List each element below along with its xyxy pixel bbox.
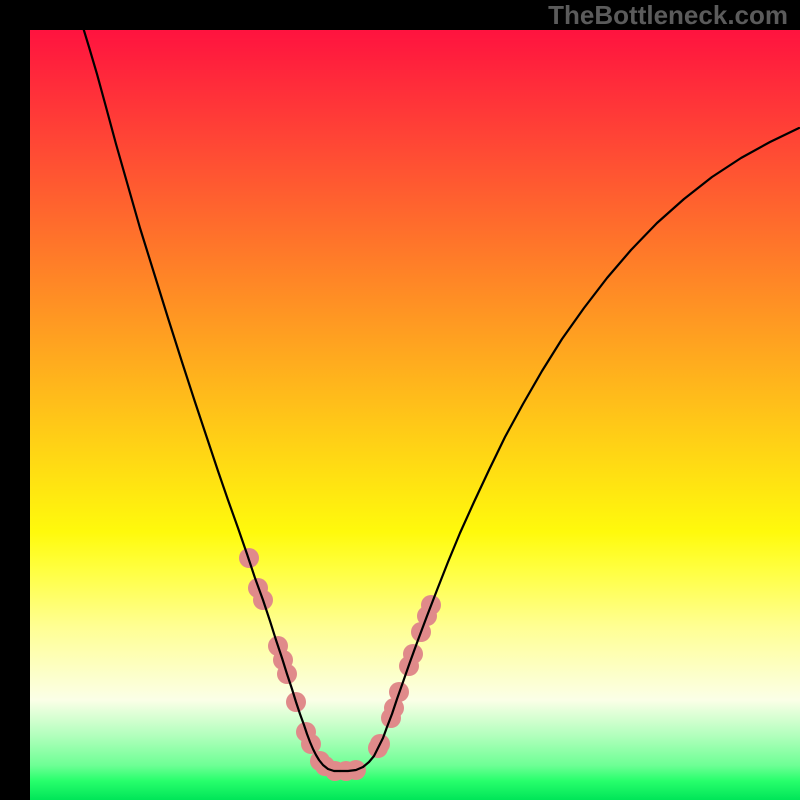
watermark-text: TheBottleneck.com: [548, 0, 788, 31]
chart-svg: [30, 30, 800, 800]
gradient-background: [30, 30, 800, 800]
plot-area: [30, 30, 800, 800]
